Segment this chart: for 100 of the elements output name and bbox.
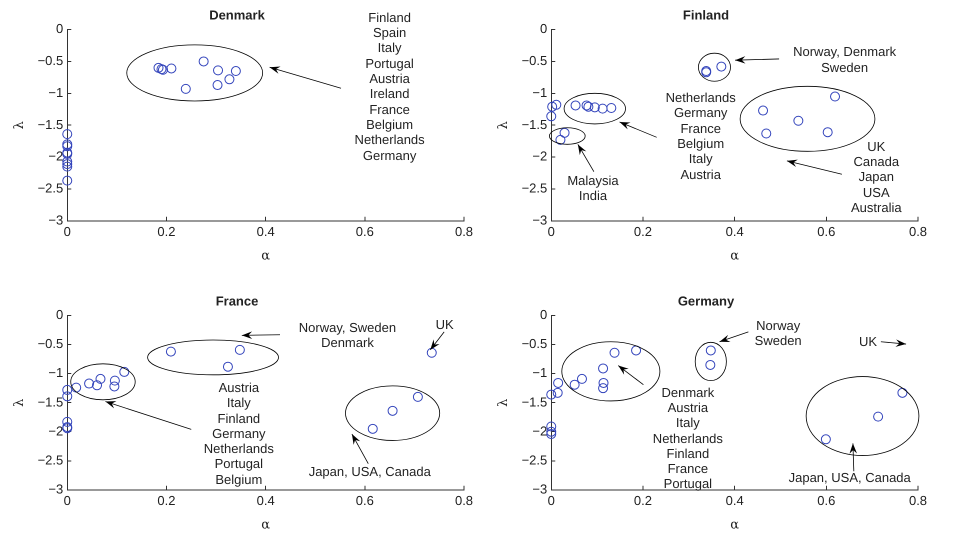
annotation: UK bbox=[436, 317, 454, 333]
y-tick-label: −3 bbox=[48, 212, 64, 228]
point bbox=[62, 159, 72, 170]
y-tick-label: −3 bbox=[532, 481, 548, 496]
point bbox=[610, 348, 620, 358]
point bbox=[180, 84, 191, 94]
annotation: Malaysia India bbox=[567, 173, 619, 204]
point bbox=[546, 429, 556, 440]
point bbox=[92, 380, 102, 390]
point bbox=[95, 374, 106, 384]
point bbox=[388, 406, 398, 416]
point bbox=[576, 374, 587, 384]
x-tick-label: 0.6 bbox=[817, 493, 836, 508]
point bbox=[546, 422, 556, 432]
x-tick-label: 0.6 bbox=[356, 224, 374, 240]
x-tick-label: 0.6 bbox=[356, 493, 374, 508]
point bbox=[546, 111, 556, 122]
point bbox=[426, 348, 437, 358]
point bbox=[553, 378, 564, 388]
x-tick-label: 0.2 bbox=[157, 493, 176, 508]
point bbox=[758, 106, 768, 116]
y-tick-label: −2.5 bbox=[522, 452, 548, 468]
point bbox=[213, 65, 224, 76]
y-tick-label: −0.5 bbox=[38, 53, 64, 68]
y-tick-label: −0.5 bbox=[38, 336, 64, 352]
x-axis-title: α bbox=[261, 518, 270, 533]
point bbox=[62, 156, 72, 167]
y-tick-label: −3 bbox=[48, 481, 64, 496]
annotation: UK bbox=[859, 334, 878, 349]
point bbox=[570, 100, 581, 110]
annotation: UK Canada Japan USA Australia bbox=[850, 138, 902, 216]
x-tick-label: 0.8 bbox=[454, 224, 474, 240]
point bbox=[716, 62, 726, 72]
y-axis-title: λ bbox=[12, 121, 28, 130]
point bbox=[551, 100, 562, 110]
x-tick-label: 0.4 bbox=[256, 493, 275, 508]
y-tick-label: −2 bbox=[532, 423, 548, 438]
x-tick-label: 0.2 bbox=[157, 224, 176, 240]
chart-title: France bbox=[216, 293, 258, 308]
point bbox=[222, 362, 233, 372]
y-axis-title: λ bbox=[496, 121, 512, 130]
x-tick-label: 0.4 bbox=[726, 224, 744, 240]
y-axis-title: λ bbox=[496, 398, 512, 407]
y-tick-label: −0.5 bbox=[522, 336, 548, 352]
point bbox=[830, 92, 840, 102]
point bbox=[212, 80, 223, 90]
x-tick-label: 0.2 bbox=[634, 224, 652, 240]
annotation: Norway Sweden bbox=[754, 318, 802, 348]
x-tick-label: 0.4 bbox=[726, 493, 744, 508]
x-tick-label: 0.8 bbox=[454, 493, 474, 508]
x-axis-title: α bbox=[261, 248, 270, 264]
point bbox=[368, 424, 378, 434]
y-tick-label: −1 bbox=[532, 84, 548, 100]
y-tick-label: −2.5 bbox=[522, 180, 548, 196]
point bbox=[590, 102, 600, 112]
point bbox=[71, 382, 82, 393]
y-tick-label: −1 bbox=[48, 84, 64, 100]
point bbox=[412, 392, 423, 402]
point bbox=[234, 344, 245, 355]
point bbox=[873, 412, 884, 422]
y-tick-label: −2 bbox=[48, 423, 64, 438]
point bbox=[166, 346, 176, 357]
y-tick-label: 0 bbox=[56, 21, 64, 36]
x-tick-label: 0.2 bbox=[634, 493, 652, 508]
point bbox=[706, 345, 716, 356]
chart-title: Germany bbox=[678, 293, 735, 308]
point bbox=[62, 391, 72, 402]
point bbox=[62, 129, 72, 140]
x-axis-title: α bbox=[730, 518, 740, 533]
point bbox=[62, 384, 72, 395]
text: Finland Spain Italy Portugal Austria Ireland France Belgium Netherlands Germany bbox=[354, 10, 425, 163]
y-tick-label: −1.5 bbox=[38, 394, 64, 410]
point bbox=[62, 176, 72, 186]
y-tick-label: −1 bbox=[532, 365, 548, 380]
point bbox=[897, 388, 908, 398]
point bbox=[110, 376, 120, 386]
point bbox=[820, 434, 831, 444]
point bbox=[62, 416, 72, 427]
x-tick-label: 0.4 bbox=[256, 224, 275, 240]
y-tick-label: −1 bbox=[48, 365, 64, 380]
y-tick-label: −2 bbox=[48, 148, 64, 164]
point bbox=[119, 366, 130, 377]
x-axis-title: α bbox=[730, 248, 740, 264]
point bbox=[154, 62, 164, 73]
annotation: Netherlands Germany France Belgium Italy Austria bbox=[666, 90, 736, 182]
chart-title: Denmark bbox=[209, 7, 266, 22]
annotation: Norway, Sweden Denmark bbox=[298, 320, 396, 351]
point bbox=[166, 63, 176, 74]
point bbox=[552, 388, 563, 398]
x-tick-label: 0.8 bbox=[908, 224, 928, 240]
x-tick-label: 0.6 bbox=[817, 224, 836, 240]
point bbox=[598, 383, 608, 394]
y-tick-label: 0 bbox=[540, 21, 548, 36]
annotation: Japan, USA, Canada bbox=[308, 464, 431, 479]
y-axis-title: λ bbox=[12, 398, 28, 407]
y-tick-label: 0 bbox=[540, 307, 548, 322]
annotation: Denmark Austria Italy Netherlands Finland France Portugal bbox=[652, 384, 723, 492]
point bbox=[84, 378, 94, 389]
point bbox=[109, 381, 120, 392]
annotation: Japan, USA, Canada bbox=[788, 470, 911, 486]
